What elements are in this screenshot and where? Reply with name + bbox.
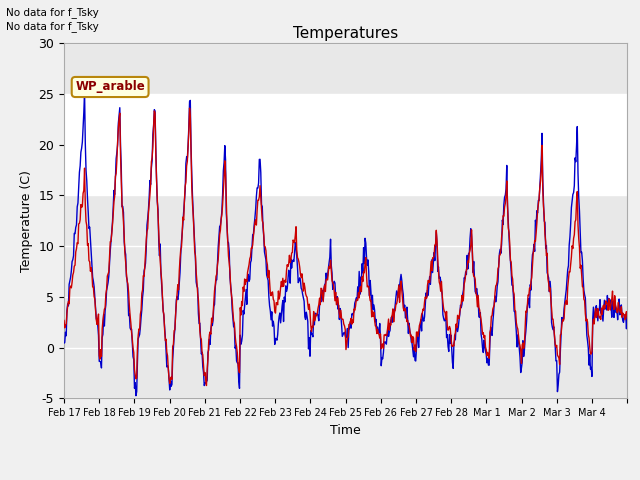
Bar	[64, 94, 627, 195]
Text: No data for f_Tsky: No data for f_Tsky	[6, 7, 99, 18]
Text: No data for f_Tsky: No data for f_Tsky	[6, 21, 99, 32]
Text: WP_arable: WP_arable	[76, 81, 145, 94]
X-axis label: Time: Time	[330, 424, 361, 437]
Title: Temperatures: Temperatures	[293, 25, 398, 41]
Legend: Tair, Tsurf: Tair, Tsurf	[268, 476, 424, 480]
Y-axis label: Temperature (C): Temperature (C)	[20, 170, 33, 272]
